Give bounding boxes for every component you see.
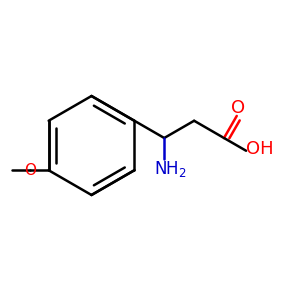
Text: O: O — [24, 163, 36, 178]
Text: OH: OH — [246, 140, 273, 158]
Text: O: O — [231, 99, 245, 117]
Text: NH$_2$: NH$_2$ — [154, 160, 187, 179]
